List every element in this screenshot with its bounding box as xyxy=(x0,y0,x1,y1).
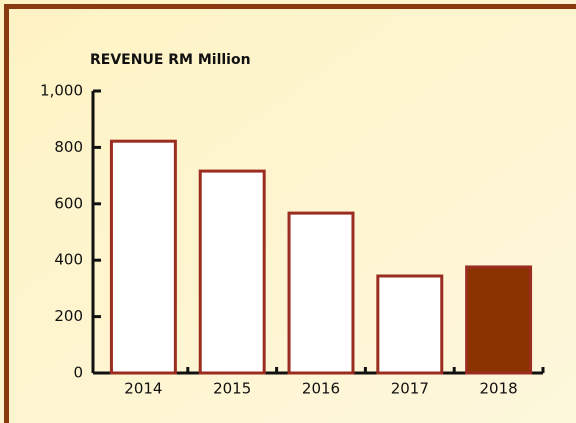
y-tick-label: 200 xyxy=(54,307,83,325)
y-tick-label: 1,000 xyxy=(40,82,83,100)
bar xyxy=(198,169,266,375)
y-tick-label: 400 xyxy=(54,251,83,269)
bar xyxy=(376,274,444,375)
x-tick-label: 2016 xyxy=(302,380,340,398)
frame-top xyxy=(4,4,576,9)
y-tick-label: 800 xyxy=(54,138,83,156)
x-tick-label: 2015 xyxy=(213,380,251,398)
frame-left xyxy=(4,4,9,423)
chart-title: REVENUE RM Million xyxy=(90,52,251,68)
x-tick-label: 2014 xyxy=(124,380,162,398)
x-tick-label: 2017 xyxy=(391,380,429,398)
bar xyxy=(465,265,533,375)
x-tick-label: 2018 xyxy=(480,380,518,398)
y-tick-label: 0 xyxy=(73,364,83,382)
bar xyxy=(287,211,355,375)
bar xyxy=(109,139,177,375)
y-tick-label: 600 xyxy=(54,194,83,212)
